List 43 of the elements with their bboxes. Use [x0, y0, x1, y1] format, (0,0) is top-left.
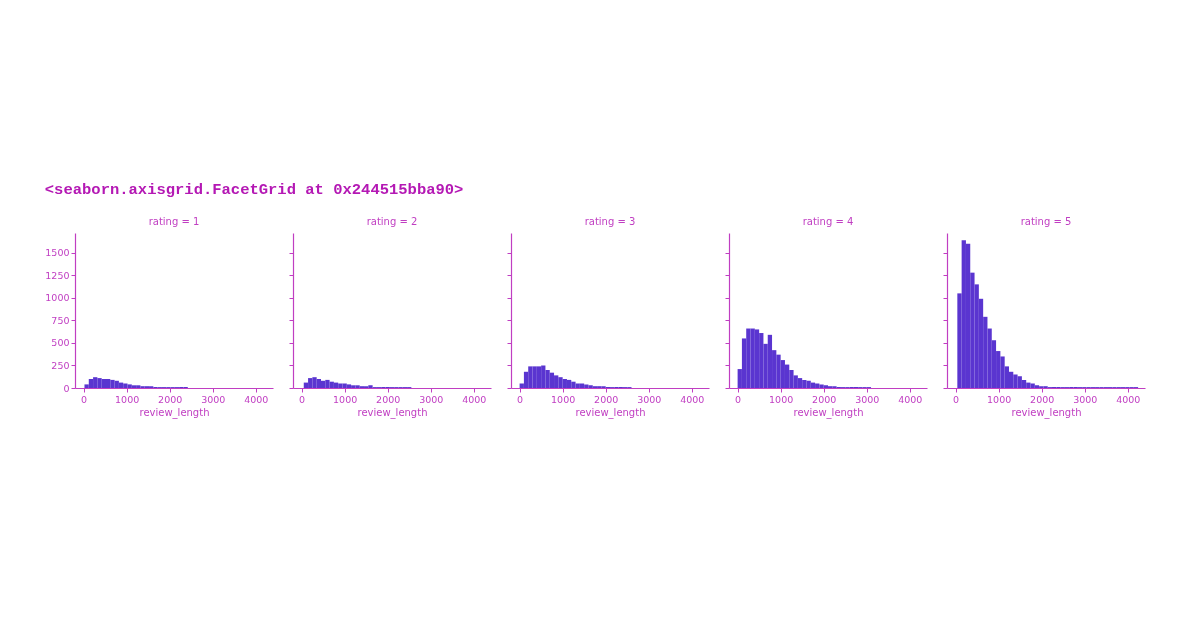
x-tick-label: 2000: [158, 393, 183, 405]
x-tick-label: 0: [81, 393, 88, 405]
x-tick-label: 1000: [987, 393, 1012, 405]
chart-title: rating = 4: [802, 216, 854, 227]
x-tick-label: 3000: [201, 393, 226, 405]
x-tick-label: 3000: [637, 393, 662, 405]
x-axis-title: review_length: [575, 407, 646, 419]
y-tick-label: 1000: [45, 292, 70, 304]
chart-title: rating = 1: [148, 216, 200, 227]
y-tick-label: 500: [51, 337, 70, 349]
x-tick-label: 3000: [1073, 393, 1098, 405]
x-tick-label: 0: [735, 393, 742, 405]
x-tick-label: 3000: [855, 393, 880, 405]
x-tick-label: 0: [517, 393, 524, 405]
x-tick-label: 1000: [551, 393, 576, 405]
x-tick-label: 3000: [419, 393, 444, 405]
chart-title: rating = 5: [1020, 216, 1072, 227]
chart-title: rating = 2: [366, 216, 418, 227]
x-axis-title: review_length: [793, 407, 864, 419]
x-tick-label: 1000: [115, 393, 140, 405]
x-tick-label: 1000: [333, 393, 358, 405]
x-tick-label: 4000: [462, 393, 487, 405]
x-tick-label: 0: [953, 393, 960, 405]
x-tick-label: 4000: [1116, 393, 1141, 405]
x-tick-label: 2000: [594, 393, 619, 405]
x-tick-label: 0: [299, 393, 306, 405]
x-axis-title: review_length: [139, 407, 210, 419]
x-tick-label: 1000: [769, 393, 794, 405]
x-tick-label: 4000: [898, 393, 923, 405]
x-tick-label: 4000: [244, 393, 269, 405]
chart-title: rating = 3: [584, 216, 636, 227]
y-tick-label: 0: [63, 382, 70, 394]
x-tick-label: 2000: [1030, 393, 1055, 405]
x-tick-label: 4000: [680, 393, 705, 405]
y-tick-label: 1500: [45, 247, 70, 259]
x-axis-title: review_length: [357, 407, 428, 419]
x-axis-title: review_length: [1011, 407, 1082, 419]
y-tick-label: 1250: [45, 269, 70, 281]
y-tick-label: 250: [51, 359, 70, 371]
x-tick-label: 2000: [376, 393, 401, 405]
text: <seaborn.axisgrid.FacetGrid at 0x244515bba90>: [44, 180, 464, 199]
x-tick-label: 2000: [812, 393, 837, 405]
y-tick-label: 750: [51, 314, 70, 326]
